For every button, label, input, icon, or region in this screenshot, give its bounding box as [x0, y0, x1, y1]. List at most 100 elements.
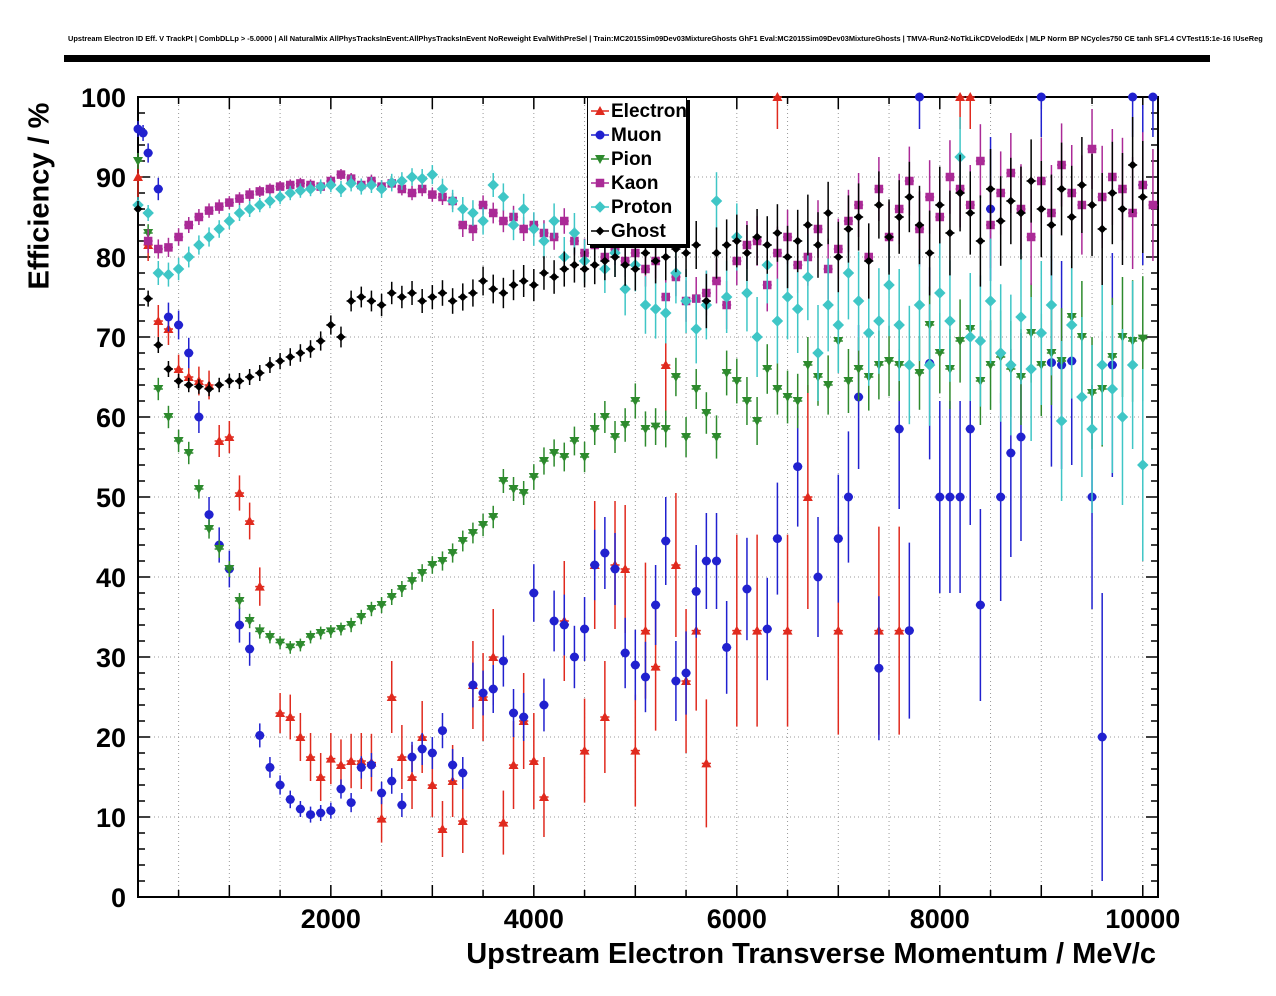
kaon-marker: [154, 244, 163, 254]
proton-marker: [243, 203, 256, 215]
proton-marker: [203, 231, 215, 243]
ghost-marker: [214, 380, 224, 390]
legend-label: Proton: [611, 196, 673, 218]
ghost-marker: [712, 248, 721, 258]
pion-marker: [173, 437, 184, 446]
muon-marker-icon: [591, 130, 609, 140]
pion-marker: [782, 393, 793, 402]
muon-marker: [153, 184, 163, 194]
title-underline-bar: [64, 55, 1210, 62]
muon-marker: [590, 560, 600, 570]
proton-marker: [426, 168, 439, 181]
ghost-marker: [509, 280, 518, 290]
kaon-marker: [265, 184, 275, 194]
pion-marker: [183, 449, 194, 458]
pion-marker: [579, 453, 590, 462]
proton-marker: [213, 223, 225, 235]
ghost-marker: [976, 236, 985, 246]
muon-marker: [285, 794, 295, 804]
proton-marker: [152, 267, 165, 279]
ghost-marker: [438, 288, 447, 298]
kaon-marker: [712, 276, 721, 286]
electron-marker: [752, 625, 763, 635]
muon-marker: [1097, 732, 1107, 742]
pion-marker: [934, 349, 945, 358]
muon-marker: [377, 788, 387, 798]
kaon-marker: [945, 172, 955, 182]
muon-marker: [366, 760, 376, 770]
ghost-marker: [1006, 196, 1016, 206]
electron-marker: [386, 692, 397, 701]
pion-marker: [508, 485, 519, 494]
kaon-marker: [488, 208, 498, 218]
kaon-marker: [164, 243, 173, 252]
muon-marker: [722, 642, 732, 652]
ghost-marker: [1128, 160, 1137, 170]
electron-marker: [508, 760, 519, 769]
ghost-marker: [1097, 224, 1107, 234]
kaon-marker: [275, 182, 285, 191]
ghost-marker: [1057, 184, 1066, 194]
electron-marker: [153, 316, 164, 325]
electron-marker-icon: [591, 106, 609, 115]
x-axis-label: Upstream Electron Transverse Momentum / …: [466, 938, 1156, 970]
ghost-marker: [894, 212, 904, 222]
kaon-marker: [1026, 232, 1036, 242]
ghost-marker: [935, 200, 945, 210]
pion-marker: [721, 369, 732, 378]
electron-marker: [214, 436, 225, 445]
legend-entry-kaon: Kaon: [588, 171, 686, 195]
muon-marker: [640, 672, 650, 682]
electron-marker: [640, 625, 651, 635]
muon-marker: [509, 708, 519, 718]
ghost-marker: [184, 380, 194, 390]
ghost-marker: [762, 240, 772, 250]
pion-marker: [376, 601, 387, 610]
legend-entry-electron: Electron: [588, 99, 688, 123]
kaon-marker-glyph: [595, 178, 605, 188]
pion-marker: [792, 397, 803, 406]
muon-marker: [437, 726, 447, 736]
pion-marker: [823, 381, 834, 390]
muon-marker: [681, 668, 691, 678]
pion-marker: [752, 417, 763, 426]
muon-marker: [488, 684, 498, 694]
muon-marker: [427, 748, 437, 758]
pion-marker: [193, 485, 204, 494]
electron-marker: [183, 372, 194, 381]
electron-marker: [701, 758, 712, 768]
pion-marker: [701, 409, 712, 418]
y-tick-label: 80: [96, 243, 126, 273]
electron-marker: [295, 732, 306, 741]
electron-marker-glyph: [595, 106, 605, 115]
series-markers-muon: [133, 92, 1158, 820]
proton-marker: [802, 271, 814, 283]
ghost-marker: [1087, 200, 1097, 210]
legend-entry-muon: Muon: [588, 123, 686, 147]
kaon-marker: [225, 198, 234, 207]
pion-marker: [163, 413, 174, 422]
proton-marker: [517, 203, 530, 215]
ghost-marker: [701, 296, 711, 306]
legend-label: Electron: [611, 100, 688, 122]
muon-marker: [448, 760, 458, 770]
proton-marker: [852, 295, 865, 307]
proton-marker: [1065, 319, 1078, 331]
pion-marker: [630, 397, 641, 406]
proton-marker: [1137, 459, 1149, 471]
muon-marker: [914, 92, 924, 102]
proton-marker: [1005, 359, 1017, 371]
y-tick-label: 60: [96, 403, 126, 433]
proton-marker: [883, 279, 895, 291]
proton-marker: [1126, 359, 1139, 371]
proton-marker: [649, 303, 662, 315]
pion-marker: [681, 433, 692, 442]
proton-marker: [964, 331, 976, 343]
ghost-marker: [691, 240, 701, 250]
pion-marker: [853, 365, 864, 374]
ghost-marker: [133, 204, 143, 214]
muon-marker: [1128, 92, 1138, 102]
pion-marker: [315, 629, 326, 638]
muon-marker: [306, 810, 316, 820]
